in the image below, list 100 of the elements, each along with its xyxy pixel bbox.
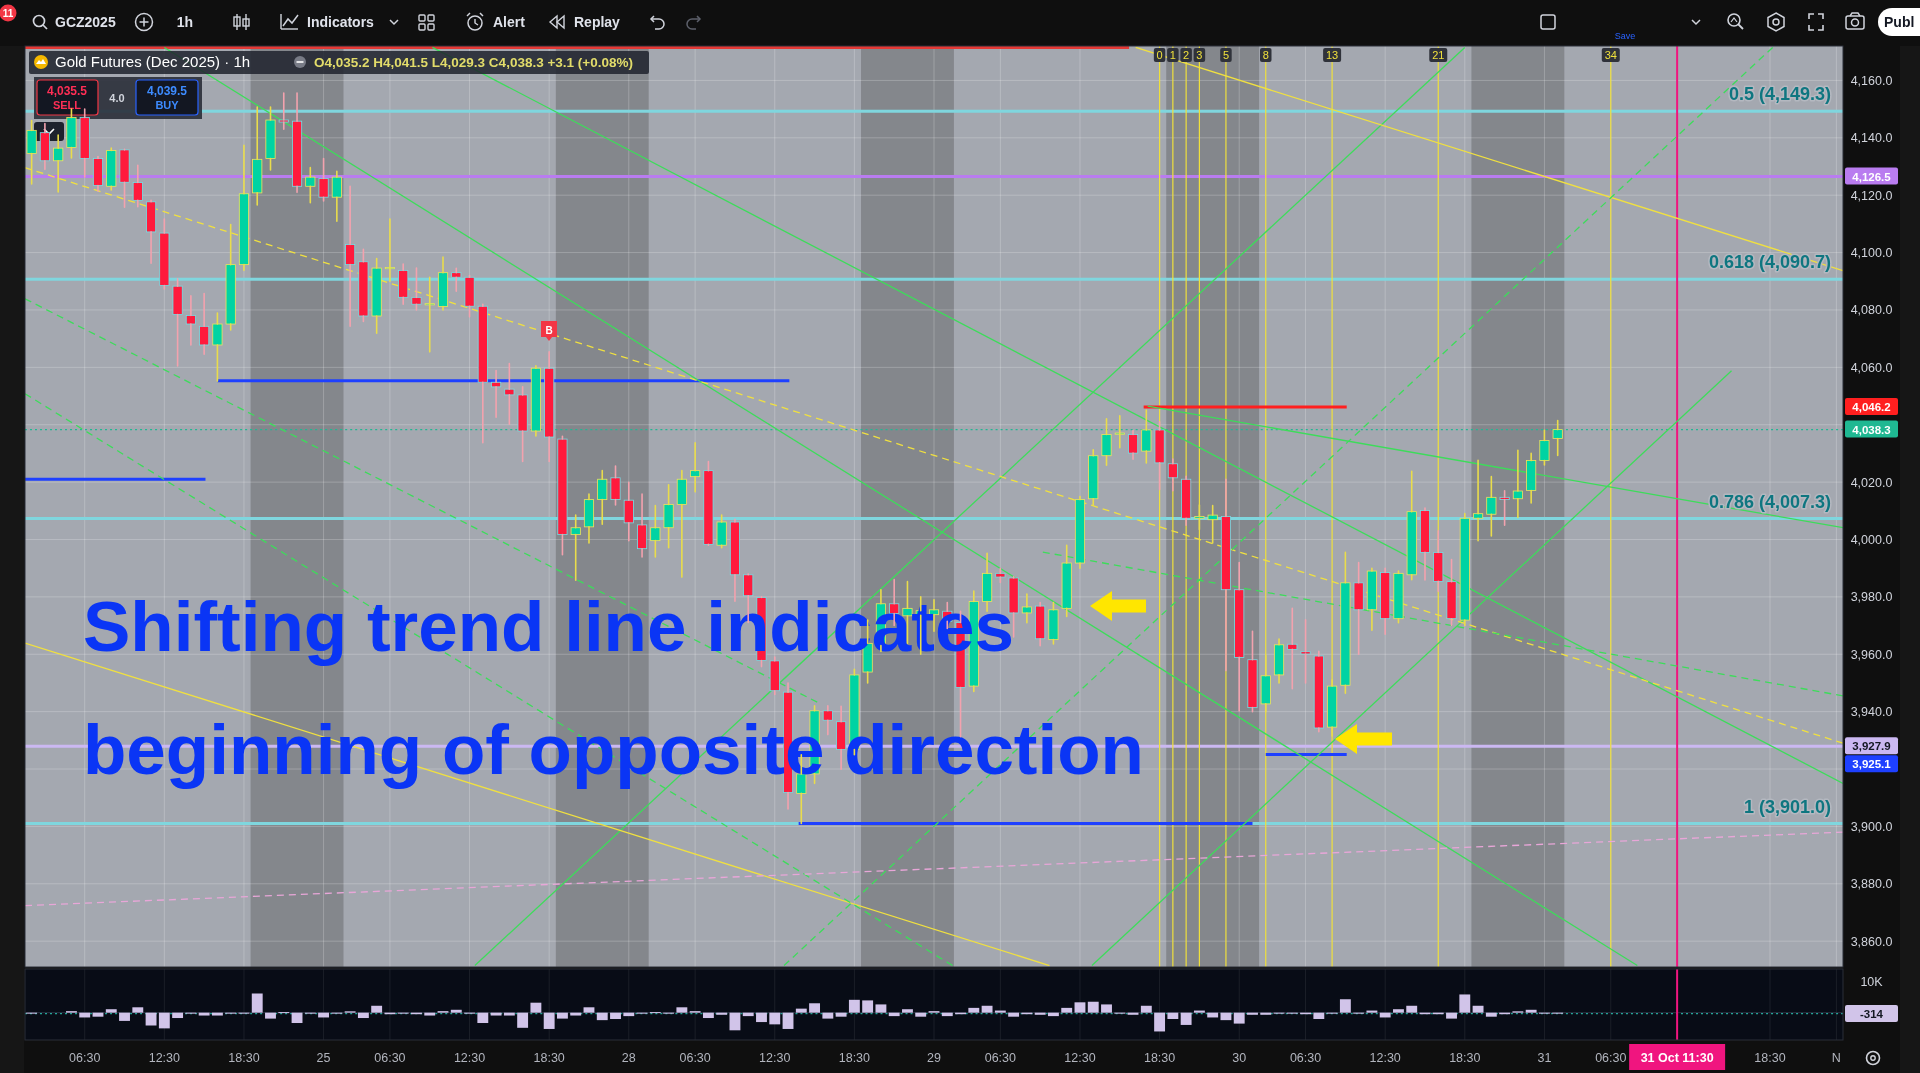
x-tick-label: 12:30 — [1369, 1051, 1401, 1065]
bar — [1446, 1012, 1457, 1019]
candlestick — [1234, 561, 1245, 712]
bar — [132, 1007, 144, 1013]
bar — [543, 1012, 555, 1029]
bar — [1366, 1010, 1378, 1013]
bar — [119, 1012, 130, 1021]
bar — [1485, 1012, 1497, 1017]
candlestick — [79, 108, 90, 178]
bar — [1034, 1012, 1046, 1015]
candlestick — [291, 92, 303, 194]
bar — [809, 1003, 821, 1013]
x2-tick-label: 8 — [1262, 49, 1269, 61]
x-tick-label: 18:30 — [838, 1051, 871, 1065]
bar — [477, 1012, 489, 1024]
candlestick — [318, 157, 329, 202]
candlestick — [1207, 504, 1218, 544]
text: Gold Futures (Dec 2025) · 1h — [55, 53, 251, 70]
bar — [994, 1010, 1006, 1013]
annotation: 4,035.5 — [46, 84, 88, 98]
x2-tick-label: 34 — [1604, 49, 1617, 61]
bar — [92, 1012, 104, 1017]
candlestick — [1552, 419, 1563, 457]
x2-tick-label: 0 — [1156, 49, 1163, 61]
candlestick — [650, 504, 661, 558]
candlestick — [729, 518, 740, 602]
x-tick-label: 06:30 — [374, 1051, 406, 1065]
bar — [570, 1012, 582, 1016]
candlestick — [716, 514, 727, 549]
annotation: 0.5 (4,149.3) — [1728, 84, 1831, 105]
y-tick-label: 3,980.0 — [1850, 590, 1893, 605]
x2-tick-label: 13 — [1325, 49, 1339, 61]
candlestick — [278, 92, 289, 131]
x-tick-label: 06:30 — [984, 1051, 1017, 1065]
bar — [822, 1012, 834, 1019]
candlestick — [663, 483, 674, 549]
x-tick-label: 06:30 — [69, 1051, 101, 1065]
bar — [782, 1012, 794, 1029]
bar — [756, 1012, 767, 1023]
candlestick — [1114, 415, 1125, 449]
x2-tick-label: 1 — [1169, 49, 1176, 61]
candlestick — [530, 365, 541, 437]
x-tick-label: 12:30 — [453, 1051, 486, 1065]
annotation: 0.786 (4,007.3) — [1708, 491, 1831, 512]
candlestick — [92, 155, 104, 192]
y-tick-label: 3,940.0 — [1850, 705, 1893, 720]
text: GCZ2025 — [55, 14, 116, 30]
bar — [1313, 1012, 1325, 1019]
candlestick — [544, 351, 555, 463]
x-tick-label: 31 Oct 11:30 — [1640, 1051, 1714, 1065]
bar — [610, 1012, 621, 1019]
candlestick — [1327, 679, 1338, 737]
bar — [265, 1012, 276, 1019]
bar — [1459, 994, 1471, 1013]
y-tick-label: 4,120.0 — [1850, 188, 1893, 203]
candlestick — [690, 442, 701, 493]
candlestick — [769, 656, 780, 696]
candlestick — [225, 223, 236, 331]
bar — [357, 1012, 369, 1019]
ref-line-label: 4,038.3 — [1852, 423, 1891, 436]
candlestick — [146, 201, 157, 264]
candlestick — [583, 493, 595, 544]
candlestick — [1353, 561, 1364, 656]
candlestick — [1340, 551, 1351, 695]
text: 10K — [1860, 974, 1884, 989]
candlestick — [119, 149, 130, 209]
candlestick — [398, 263, 409, 306]
y-tick-label: 4,160.0 — [1850, 73, 1893, 88]
candlestick — [199, 292, 210, 355]
bar — [848, 999, 860, 1013]
x2-tick-label: 5 — [1222, 49, 1229, 61]
candlestick — [331, 170, 342, 223]
bar — [981, 1005, 993, 1013]
y-tick-label: 3,960.0 — [1850, 647, 1893, 662]
bar — [596, 1012, 608, 1021]
x-tick-label: 18:30 — [228, 1051, 260, 1065]
bar — [583, 1007, 595, 1013]
candlestick — [1446, 558, 1457, 627]
bar — [503, 1012, 515, 1016]
candlestick — [185, 295, 196, 346]
candlestick — [424, 276, 435, 353]
bar — [1260, 1012, 1272, 1015]
text: 1h — [176, 14, 194, 30]
y-tick-label: 4,100.0 — [1850, 246, 1893, 261]
x-tick-label: 06:30 — [679, 1051, 711, 1065]
annotation: O4,035.2 H4,041.5 L4,029.3 C4,038.3 +3.1 (+0.08%) — [314, 55, 633, 70]
bar — [424, 1012, 436, 1016]
bar — [172, 1012, 184, 1019]
bar — [1472, 1005, 1484, 1013]
candlestick — [1287, 607, 1298, 690]
x2-tick-label: 2 — [1183, 49, 1190, 61]
x-tick-label: 31 — [1537, 1051, 1552, 1065]
candlestick — [1061, 544, 1072, 618]
candlestick — [1499, 489, 1510, 526]
bar — [1406, 1005, 1418, 1013]
candlestick — [1366, 567, 1377, 631]
candlestick — [252, 106, 263, 206]
y-tick-label: 3,900.0 — [1850, 819, 1893, 834]
candlestick — [1154, 421, 1165, 491]
candlestick — [66, 108, 77, 159]
